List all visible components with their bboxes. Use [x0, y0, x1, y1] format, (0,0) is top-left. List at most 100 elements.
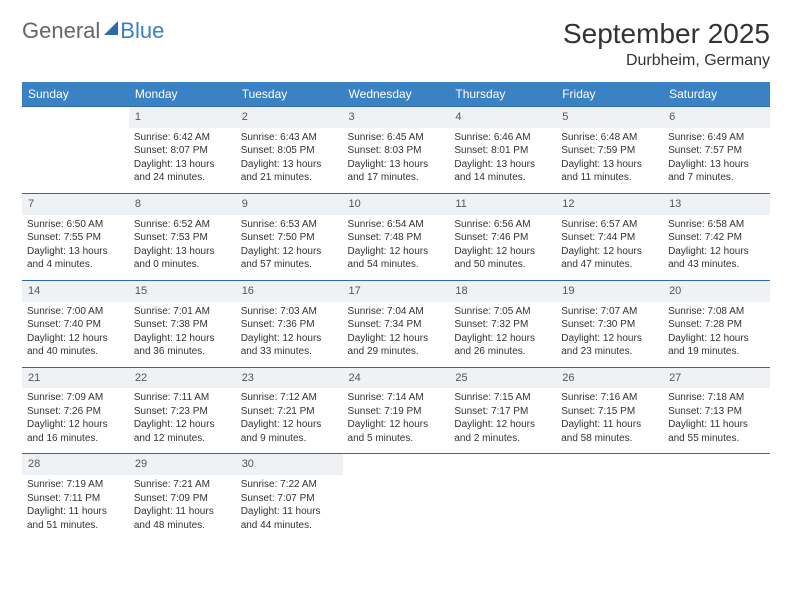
daylight-text: Daylight: 13 hours and 11 minutes. [561, 158, 658, 185]
day-number: 1 [129, 107, 236, 128]
daylight-text: Daylight: 13 hours and 17 minutes. [348, 158, 445, 185]
triangle-icon [104, 21, 118, 35]
sunset-text: Sunset: 7:23 PM [134, 405, 231, 419]
sunrise-text: Sunrise: 7:03 AM [241, 305, 338, 319]
sunrise-text: Sunrise: 6:45 AM [348, 131, 445, 145]
sunset-text: Sunset: 8:07 PM [134, 144, 231, 158]
sunset-text: Sunset: 7:19 PM [348, 405, 445, 419]
sunrise-text: Sunrise: 6:57 AM [561, 218, 658, 232]
day-cell: Sunrise: 7:19 AMSunset: 7:11 PMDaylight:… [22, 475, 129, 540]
sunrise-text: Sunrise: 6:54 AM [348, 218, 445, 232]
weekday-header: Monday [129, 82, 236, 107]
sunset-text: Sunset: 7:28 PM [668, 318, 765, 332]
day-cell [343, 475, 450, 540]
day-number: 10 [343, 193, 450, 214]
day-cell: Sunrise: 6:50 AMSunset: 7:55 PMDaylight:… [22, 215, 129, 281]
daylight-text: Daylight: 12 hours and 36 minutes. [134, 332, 231, 359]
sunset-text: Sunset: 7:42 PM [668, 231, 765, 245]
day-number: 21 [22, 367, 129, 388]
sunset-text: Sunset: 7:55 PM [27, 231, 124, 245]
day-number: 22 [129, 367, 236, 388]
daylight-text: Daylight: 12 hours and 54 minutes. [348, 245, 445, 272]
day-cell: Sunrise: 7:04 AMSunset: 7:34 PMDaylight:… [343, 302, 450, 368]
daylight-text: Daylight: 12 hours and 33 minutes. [241, 332, 338, 359]
day-number: 3 [343, 107, 450, 128]
day-number [663, 454, 770, 475]
sunset-text: Sunset: 7:07 PM [241, 492, 338, 506]
calendar-table: Sunday Monday Tuesday Wednesday Thursday… [22, 82, 770, 540]
sunset-text: Sunset: 7:44 PM [561, 231, 658, 245]
sunrise-text: Sunrise: 7:18 AM [668, 391, 765, 405]
day-number: 28 [22, 454, 129, 475]
day-info-row: Sunrise: 6:50 AMSunset: 7:55 PMDaylight:… [22, 215, 770, 281]
sunset-text: Sunset: 7:34 PM [348, 318, 445, 332]
sunrise-text: Sunrise: 7:07 AM [561, 305, 658, 319]
day-number: 20 [663, 280, 770, 301]
sunrise-text: Sunrise: 7:01 AM [134, 305, 231, 319]
day-cell [22, 128, 129, 194]
sunrise-text: Sunrise: 7:09 AM [27, 391, 124, 405]
sunset-text: Sunset: 8:05 PM [241, 144, 338, 158]
sunset-text: Sunset: 7:48 PM [348, 231, 445, 245]
weekday-header: Tuesday [236, 82, 343, 107]
day-cell: Sunrise: 7:03 AMSunset: 7:36 PMDaylight:… [236, 302, 343, 368]
daylight-text: Daylight: 11 hours and 55 minutes. [668, 418, 765, 445]
sunrise-text: Sunrise: 7:21 AM [134, 478, 231, 492]
sunrise-text: Sunrise: 7:14 AM [348, 391, 445, 405]
day-cell: Sunrise: 6:42 AMSunset: 8:07 PMDaylight:… [129, 128, 236, 194]
daylight-text: Daylight: 13 hours and 14 minutes. [454, 158, 551, 185]
daylight-text: Daylight: 13 hours and 21 minutes. [241, 158, 338, 185]
day-cell: Sunrise: 6:53 AMSunset: 7:50 PMDaylight:… [236, 215, 343, 281]
day-cell: Sunrise: 6:48 AMSunset: 7:59 PMDaylight:… [556, 128, 663, 194]
sunrise-text: Sunrise: 7:16 AM [561, 391, 658, 405]
day-cell: Sunrise: 7:16 AMSunset: 7:15 PMDaylight:… [556, 388, 663, 454]
sunrise-text: Sunrise: 6:48 AM [561, 131, 658, 145]
brand-blue: Blue [120, 18, 164, 44]
sunset-text: Sunset: 7:09 PM [134, 492, 231, 506]
day-number: 9 [236, 193, 343, 214]
sunrise-text: Sunrise: 7:22 AM [241, 478, 338, 492]
sunrise-text: Sunrise: 6:49 AM [668, 131, 765, 145]
sunset-text: Sunset: 7:26 PM [27, 405, 124, 419]
daylight-text: Daylight: 12 hours and 12 minutes. [134, 418, 231, 445]
sunset-text: Sunset: 7:36 PM [241, 318, 338, 332]
sunrise-text: Sunrise: 7:19 AM [27, 478, 124, 492]
brand-logo: General Blue [22, 18, 164, 44]
day-number-row: 14151617181920 [22, 280, 770, 301]
sunrise-text: Sunrise: 7:11 AM [134, 391, 231, 405]
sunrise-text: Sunrise: 7:08 AM [668, 305, 765, 319]
day-number: 26 [556, 367, 663, 388]
day-number: 19 [556, 280, 663, 301]
daylight-text: Daylight: 12 hours and 43 minutes. [668, 245, 765, 272]
sunset-text: Sunset: 7:50 PM [241, 231, 338, 245]
weekday-header: Saturday [663, 82, 770, 107]
day-number: 17 [343, 280, 450, 301]
day-cell: Sunrise: 7:11 AMSunset: 7:23 PMDaylight:… [129, 388, 236, 454]
day-cell: Sunrise: 6:43 AMSunset: 8:05 PMDaylight:… [236, 128, 343, 194]
day-number [556, 454, 663, 475]
day-cell [556, 475, 663, 540]
day-number-row: 21222324252627 [22, 367, 770, 388]
day-number: 16 [236, 280, 343, 301]
daylight-text: Daylight: 13 hours and 4 minutes. [27, 245, 124, 272]
sunset-text: Sunset: 7:38 PM [134, 318, 231, 332]
day-cell: Sunrise: 7:09 AMSunset: 7:26 PMDaylight:… [22, 388, 129, 454]
day-cell: Sunrise: 7:08 AMSunset: 7:28 PMDaylight:… [663, 302, 770, 368]
day-info-row: Sunrise: 7:00 AMSunset: 7:40 PMDaylight:… [22, 302, 770, 368]
day-cell: Sunrise: 6:45 AMSunset: 8:03 PMDaylight:… [343, 128, 450, 194]
sunset-text: Sunset: 7:40 PM [27, 318, 124, 332]
sunset-text: Sunset: 7:13 PM [668, 405, 765, 419]
daylight-text: Daylight: 11 hours and 48 minutes. [134, 505, 231, 532]
sunset-text: Sunset: 7:53 PM [134, 231, 231, 245]
sunrise-text: Sunrise: 7:15 AM [454, 391, 551, 405]
day-number: 18 [449, 280, 556, 301]
sunset-text: Sunset: 7:30 PM [561, 318, 658, 332]
sunrise-text: Sunrise: 6:52 AM [134, 218, 231, 232]
day-cell: Sunrise: 7:01 AMSunset: 7:38 PMDaylight:… [129, 302, 236, 368]
day-number [449, 454, 556, 475]
weekday-header: Thursday [449, 82, 556, 107]
day-number: 7 [22, 193, 129, 214]
day-cell [663, 475, 770, 540]
day-number: 11 [449, 193, 556, 214]
sunrise-text: Sunrise: 6:58 AM [668, 218, 765, 232]
